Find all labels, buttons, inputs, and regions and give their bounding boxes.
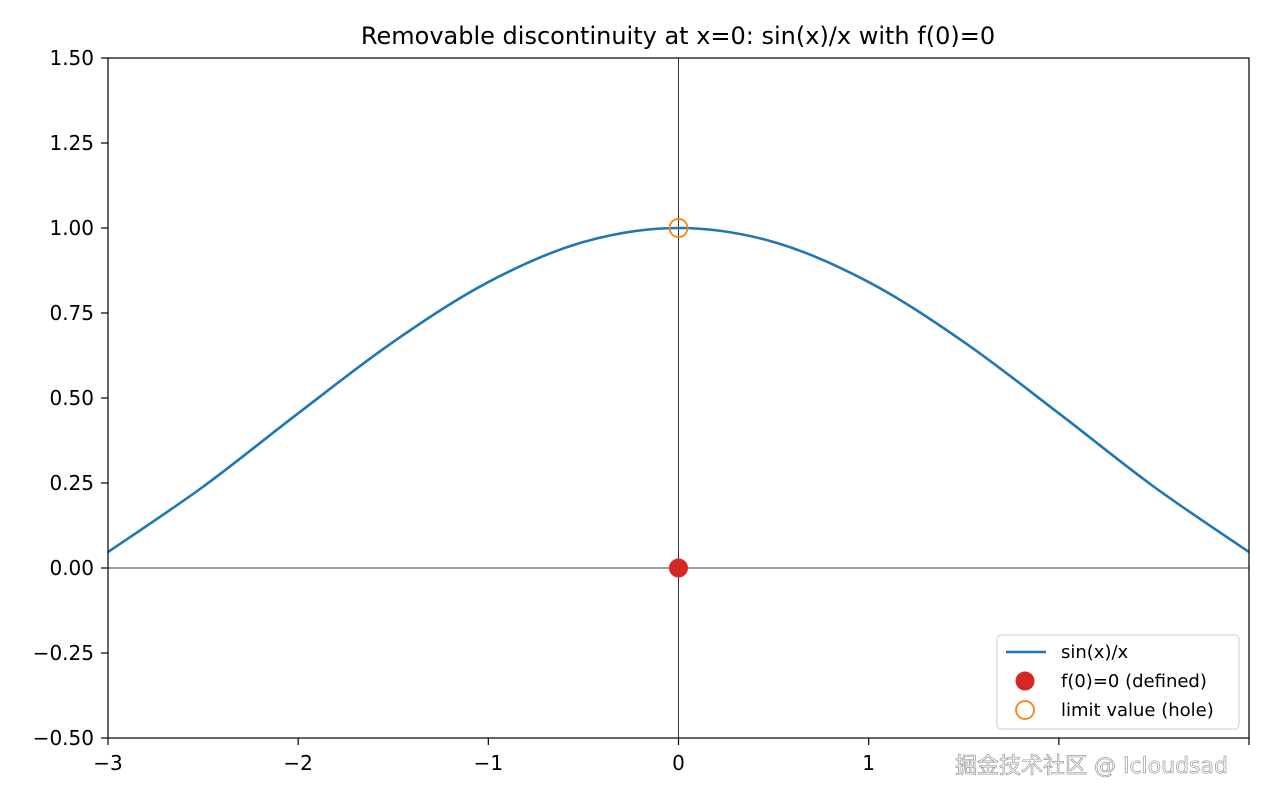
series-line-sinx-over-x [107, 226, 1250, 554]
x-tick-label: 0 [672, 751, 685, 775]
y-tick-label: 0.75 [49, 301, 94, 325]
limit-hole-point [668, 218, 689, 238]
y-tick-label: −0.25 [33, 641, 94, 665]
defined-value-point [669, 558, 688, 578]
watermark: 掘金技术社区 @ Icloudsad [955, 754, 1229, 780]
y-tick-label: −0.50 [33, 726, 94, 750]
x-tick-label: 1 [862, 751, 875, 775]
legend-entry-label: sin(x)/x [1061, 642, 1129, 663]
y-axis-ticks: −0.50 −0.25 0.00 0.25 0.50 0.75 1.00 1.25 1.50 [33, 46, 108, 750]
x-tick-label: −3 [93, 751, 122, 775]
legend-marker-swatch [1015, 671, 1035, 691]
x-axis-ticks: −3 −2 −1 0 1 [93, 738, 1250, 775]
y-tick-label: 0.25 [49, 471, 94, 495]
y-tick-label: 0.00 [49, 556, 94, 580]
y-tick-label: 0.50 [49, 386, 94, 410]
chart-title: Removable discontinuity at x=0: sin(x)/x… [361, 22, 995, 50]
legend-box [996, 634, 1240, 730]
legend: sin(x)/x f(0)=0 (defined) limit value (hol… [996, 634, 1240, 730]
y-tick-label: 1.25 [49, 131, 94, 155]
y-tick-label: 1.50 [49, 46, 94, 70]
plot-frame [107, 57, 1250, 739]
y-tick-label: 1.00 [49, 216, 94, 240]
series-layer [107, 218, 1250, 578]
legend-marker-swatch [1015, 700, 1035, 720]
legend-entry-label: f(0)=0 (defined) [1061, 671, 1207, 692]
x-tick-label: −2 [283, 751, 312, 775]
legend-entry-label: limit value (hole) [1061, 700, 1214, 721]
x-tick-label: −1 [474, 751, 503, 775]
